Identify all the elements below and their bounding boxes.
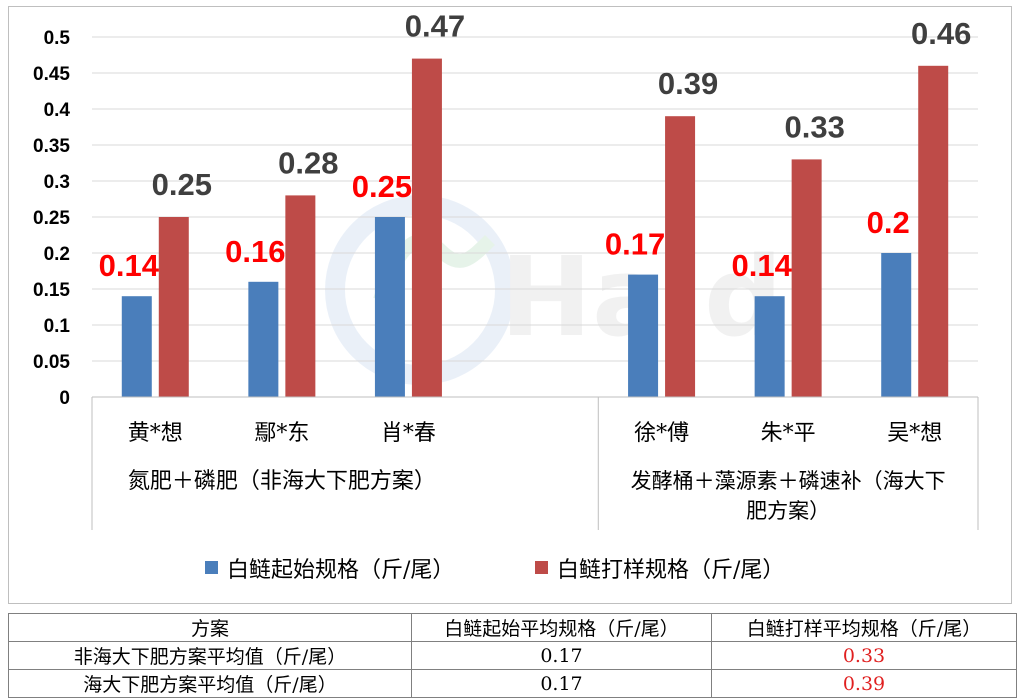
data-label-sample: 0.25 xyxy=(152,167,212,202)
y-tick-label: 0.15 xyxy=(33,280,70,301)
bar-sample xyxy=(918,65,949,398)
table-row: 海大下肥方案平均值（斤/尾） 0.17 0.39 xyxy=(8,669,1017,698)
gridlines xyxy=(92,36,978,398)
bar-start xyxy=(121,296,152,397)
bar-start xyxy=(881,253,912,397)
legend-swatch xyxy=(535,561,548,574)
bar-start xyxy=(248,281,279,397)
table-row: 非海大下肥方案平均值（斤/尾） 0.17 0.33 xyxy=(8,641,1017,670)
data-label-start: 0.14 xyxy=(731,248,792,283)
legend: 白鲢起始规格（斤/尾） 白鲢打样规格（斤/尾） xyxy=(205,558,784,583)
data-label-sample: 0.28 xyxy=(278,145,338,180)
y-tick-label: 0.4 xyxy=(44,100,71,121)
x-category-label: 朱*平 xyxy=(761,421,816,446)
x-axis: 黄*想 鄢*东 肖*春 徐*傅 朱*平 吴*想氮肥＋磷肥（非海大下肥方案） 发酵桶＋藻源素＋… xyxy=(91,396,979,530)
bars xyxy=(121,58,949,398)
x-group-label-line: 发酵桶＋藻源素＋磷速补（海大下 xyxy=(631,469,946,493)
row-label: 非海大下肥方案平均值（斤/尾） xyxy=(8,641,412,670)
data-label-sample: 0.33 xyxy=(784,109,844,144)
bar-start xyxy=(754,296,785,397)
x-category-label: 肖*春 xyxy=(381,421,436,446)
bar-sample xyxy=(411,58,442,397)
y-tick-label: 0.35 xyxy=(33,136,70,157)
y-tick-label: 0 xyxy=(59,388,70,409)
legend-label: 白鲢打样规格（斤/尾） xyxy=(557,558,784,583)
x-category-label: 吴*想 xyxy=(887,421,942,446)
data-label-start: 0.17 xyxy=(605,227,665,262)
x-group-label-line: 肥方案） xyxy=(746,499,830,523)
data-label-sample: 0.47 xyxy=(405,9,465,44)
bar-sample xyxy=(158,217,189,397)
table-header-row: 方案 白鲢起始平均规格（斤/尾） 白鲢打样平均规格（斤/尾） xyxy=(8,613,1017,642)
data-label-sample: 0.46 xyxy=(911,16,971,51)
x-group-label: 发酵桶＋藻源素＋磷速补（海大下肥方案） xyxy=(631,469,946,523)
y-axis-ticks: 0 0.05 0.1 0.15 0.2 0.25 0.3 0.35 0.4 0.45 0.5 xyxy=(33,28,70,409)
header-sample-avg: 白鲢打样平均规格（斤/尾） xyxy=(711,613,1017,642)
data-label-start: 0.16 xyxy=(225,234,285,269)
data-label-start: 0.2 xyxy=(867,205,910,240)
bar-start xyxy=(374,217,405,397)
row-label: 海大下肥方案平均值（斤/尾） xyxy=(8,669,412,698)
bar-sample xyxy=(285,195,316,397)
data-label-sample: 0.39 xyxy=(658,66,718,101)
x-category-label: 鄢*东 xyxy=(254,421,309,446)
row-sample-value: 0.39 xyxy=(711,669,1017,698)
chart-frame xyxy=(8,6,1012,604)
y-tick-label: 0.25 xyxy=(33,208,70,229)
y-tick-label: 0.1 xyxy=(44,316,71,337)
row-start-value: 0.17 xyxy=(411,641,712,670)
data-label-start: 0.25 xyxy=(352,169,412,204)
y-tick-label: 0.45 xyxy=(33,64,70,85)
y-tick-label: 0.5 xyxy=(44,28,71,49)
bar-sample xyxy=(665,116,696,397)
row-sample-value: 0.33 xyxy=(711,641,1017,670)
header-start-avg: 白鲢起始平均规格（斤/尾） xyxy=(411,613,712,642)
bar-start xyxy=(628,274,659,397)
summary-table: 方案 白鲢起始平均规格（斤/尾） 白鲢打样平均规格（斤/尾） 非海大下肥方案平均… xyxy=(8,613,1017,698)
y-tick-label: 0.3 xyxy=(44,172,70,193)
y-tick-label: 0.05 xyxy=(33,352,70,373)
y-tick-label: 0.2 xyxy=(44,244,70,265)
legend-swatch xyxy=(205,561,218,574)
bar-sample xyxy=(791,159,822,397)
header-plan: 方案 xyxy=(8,613,412,642)
bar-chart: Haid 00.050.10.150.20.250.30.350.40.450.… xyxy=(33,9,979,583)
x-group-label: 氮肥＋磷肥（非海大下肥方案） xyxy=(128,469,436,494)
x-category-label: 黄*想 xyxy=(128,421,183,446)
x-category-label: 徐*傅 xyxy=(634,421,689,446)
row-start-value: 0.17 xyxy=(411,669,712,698)
data-label-start: 0.14 xyxy=(99,248,160,283)
data-labels: 0.14 0.16 0.25 0.17 0.14 0.2 0.25 0.28 0.47 0.39 0… xyxy=(99,9,972,284)
legend-label: 白鲢起始规格（斤/尾） xyxy=(227,558,454,583)
